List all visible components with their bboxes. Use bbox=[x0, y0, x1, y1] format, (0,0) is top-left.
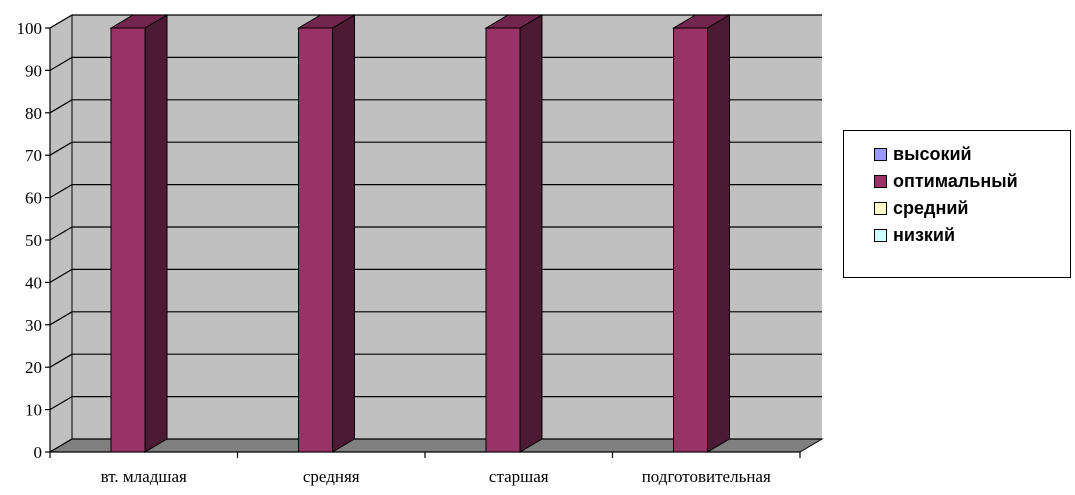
legend-label: средний bbox=[893, 198, 969, 218]
legend-swatch bbox=[874, 148, 887, 161]
y-tick-label: 70 bbox=[25, 146, 42, 165]
gridline-side bbox=[49, 56, 73, 71]
y-tick-label: 50 bbox=[25, 231, 42, 250]
bar bbox=[298, 27, 333, 453]
legend-label: низкий bbox=[893, 225, 956, 245]
gridline-side bbox=[49, 268, 73, 283]
bar-side bbox=[519, 14, 543, 453]
y-tick-label: 40 bbox=[25, 273, 42, 292]
y-tick-label: 0 bbox=[34, 443, 43, 462]
gridline-side bbox=[49, 99, 73, 114]
bar-side bbox=[332, 14, 355, 453]
legend-swatch bbox=[874, 202, 887, 215]
gridline-side bbox=[49, 14, 73, 29]
gridline-side bbox=[49, 438, 73, 453]
legend-item: оптимальный bbox=[844, 168, 1070, 195]
chart-legend: высокий оптимальный средний низкий bbox=[843, 130, 1071, 278]
y-tick-label: 90 bbox=[25, 61, 42, 80]
y-tick-label: 60 bbox=[25, 189, 42, 208]
y-tick-label: 80 bbox=[25, 104, 42, 123]
x-tick-label: средняя bbox=[303, 467, 360, 486]
legend-item: средний bbox=[844, 195, 1070, 222]
gridline-side bbox=[49, 353, 73, 368]
x-tick-label: старшая bbox=[489, 467, 549, 486]
gridline-side bbox=[49, 184, 73, 199]
y-tick-label: 20 bbox=[25, 358, 42, 377]
bar bbox=[673, 27, 708, 453]
legend-label: оптимальный bbox=[893, 171, 1018, 191]
y-tick-label: 10 bbox=[25, 401, 42, 420]
legend-item: высокий bbox=[844, 141, 1070, 168]
y-tick-label: 30 bbox=[25, 316, 42, 335]
bar-side bbox=[144, 14, 168, 453]
x-tick-label: подготовительная bbox=[642, 467, 771, 486]
bar-side bbox=[707, 14, 730, 453]
y-tick-label: 100 bbox=[17, 19, 43, 38]
legend-item: низкий bbox=[844, 222, 1070, 249]
bar bbox=[485, 27, 521, 453]
gridline-side bbox=[49, 396, 73, 411]
legend-swatch bbox=[874, 175, 887, 188]
legend-swatch bbox=[874, 229, 887, 242]
bar bbox=[110, 27, 146, 453]
gridline-side bbox=[49, 311, 73, 326]
legend-label: высокий bbox=[893, 144, 972, 164]
gridline-side bbox=[49, 141, 73, 156]
x-tick-label: вт. младшая bbox=[101, 467, 187, 486]
gridline-side bbox=[49, 226, 73, 241]
